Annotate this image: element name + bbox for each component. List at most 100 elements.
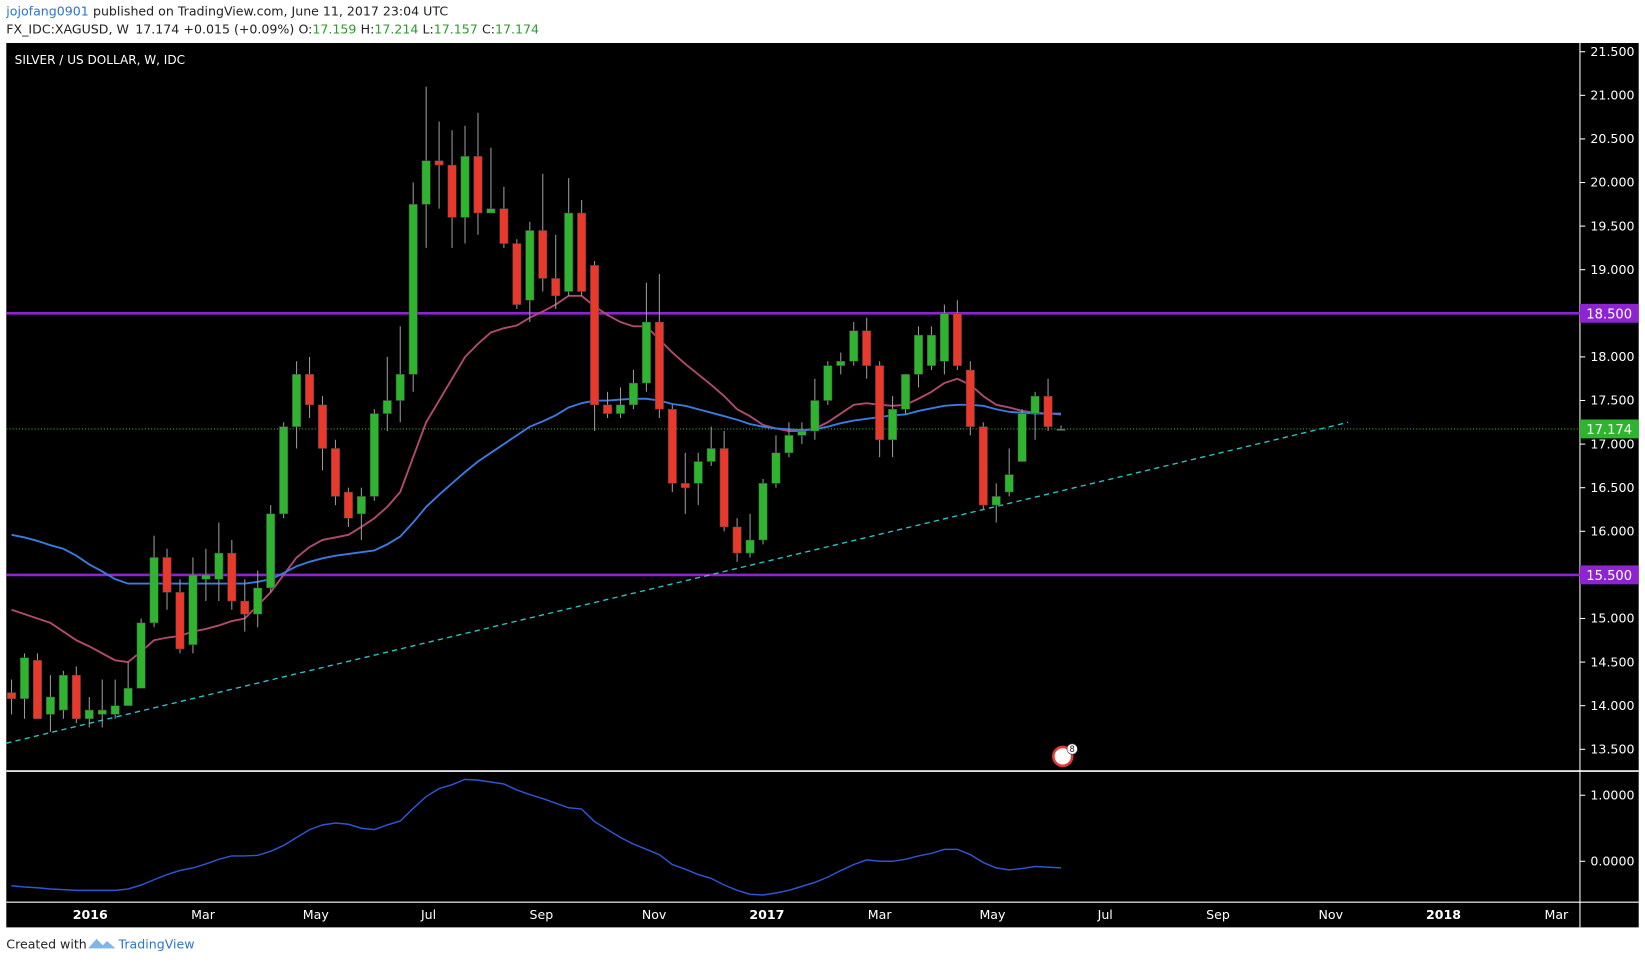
ohlc-value: 17.214 xyxy=(374,22,418,37)
x-tick-label: Nov xyxy=(1319,907,1344,922)
x-tick-label: Sep xyxy=(1206,907,1230,922)
candle-body xyxy=(97,709,107,715)
y-tick-label: 16.000 xyxy=(1590,523,1634,538)
candle-body xyxy=(7,692,16,699)
candle-body xyxy=(888,408,898,440)
candle-body xyxy=(292,374,302,427)
y-tick-label: 15.000 xyxy=(1590,611,1634,626)
candle-body xyxy=(965,369,975,427)
candle-body xyxy=(20,657,29,699)
event-badge-count-bg xyxy=(1066,743,1078,755)
candle-body xyxy=(732,526,742,554)
candle-body xyxy=(875,365,885,440)
candle-body xyxy=(952,313,962,366)
y-tick-label: 21.500 xyxy=(1590,44,1634,59)
candle-body xyxy=(914,334,923,375)
x-tick-label: Mar xyxy=(868,907,893,922)
chart-title: SILVER / US DOLLAR, W, IDC xyxy=(15,53,185,67)
x-tick-label: 2016 xyxy=(73,907,108,922)
candle-body xyxy=(305,374,314,406)
published: published on TradingView.com, June 11, 2… xyxy=(93,4,448,19)
ohlc-value: 17.159 xyxy=(312,22,356,37)
candle-body xyxy=(343,491,353,519)
candle-body xyxy=(110,705,120,715)
x-tick-label: 2018 xyxy=(1426,907,1461,922)
event-badge-count: 8 xyxy=(1070,744,1075,754)
footer-created: Created with xyxy=(6,936,86,951)
header-line-1: jojofang0901 published on TradingView.com… xyxy=(5,4,448,19)
y-tick-label: 17.000 xyxy=(1590,436,1634,451)
candle-body xyxy=(810,400,820,432)
candle-body xyxy=(939,313,949,362)
candle-body xyxy=(978,426,988,506)
candle-body xyxy=(525,230,535,301)
candle-body xyxy=(719,448,729,528)
candle-body xyxy=(745,539,755,554)
y-tick-label: 13.500 xyxy=(1590,741,1634,756)
candle-body xyxy=(408,204,418,375)
username[interactable]: jojofang0901 xyxy=(5,4,88,19)
candle-body xyxy=(1043,395,1053,427)
candle-body xyxy=(706,448,716,462)
candle-body xyxy=(538,230,548,279)
candle-body xyxy=(823,365,833,401)
candle-body xyxy=(369,413,379,497)
candle-body xyxy=(84,709,94,720)
level-label: 15.500 xyxy=(1586,569,1632,584)
x-tick-label: May xyxy=(303,907,330,922)
level-label: 18.500 xyxy=(1586,308,1632,323)
indicator-tick-label: 0.0000 xyxy=(1590,853,1634,868)
ohlc-value: 17.174 xyxy=(495,22,539,37)
candle-body xyxy=(1056,428,1066,431)
candle-body xyxy=(227,552,237,602)
y-tick-label: 21.000 xyxy=(1590,88,1634,103)
x-tick-label: Jul xyxy=(420,907,436,922)
candle-body xyxy=(641,321,651,384)
level-label-box xyxy=(1579,565,1639,585)
candle-body xyxy=(836,361,846,366)
trendline xyxy=(6,421,1349,744)
candle-body xyxy=(266,513,276,589)
candle-body xyxy=(849,330,859,362)
x-tick-label: Mar xyxy=(1544,907,1569,922)
y-tick-label: 17.500 xyxy=(1590,393,1634,408)
candle-body xyxy=(758,483,768,541)
ohlc-label: O: xyxy=(298,22,312,37)
candle-body xyxy=(123,687,133,706)
footer-brand[interactable]: TradingView xyxy=(118,936,195,951)
candle-body xyxy=(590,265,600,406)
candle-body xyxy=(279,426,289,515)
candle-body xyxy=(628,382,638,406)
symbol: FX_IDC:XAGUSD, W xyxy=(6,22,129,37)
x-tick-label: Sep xyxy=(529,907,553,922)
y-tick-label: 20.000 xyxy=(1590,175,1634,190)
y-tick-label: 14.500 xyxy=(1590,654,1634,669)
candle-body xyxy=(926,334,936,366)
ohlc-value: 17.157 xyxy=(434,22,478,37)
y-tick-label: 19.500 xyxy=(1590,218,1634,233)
candle-body xyxy=(32,660,42,720)
candle-body xyxy=(434,160,444,166)
candle-body xyxy=(473,156,483,214)
chart-area xyxy=(6,43,1639,928)
ohlc-label: L: xyxy=(423,22,434,37)
candle-body xyxy=(862,330,872,366)
level-label-box xyxy=(1579,303,1639,323)
header-line-2: FX_IDC:XAGUSD, W 17.174 +0.015 (+0.09%) O:1… xyxy=(6,22,539,37)
candle-body xyxy=(991,496,1001,506)
ohlc-label: C: xyxy=(482,22,495,37)
candle-body xyxy=(901,374,910,410)
candle-body xyxy=(693,461,703,484)
candle-body xyxy=(162,557,172,593)
candle-body xyxy=(71,674,81,720)
x-tick-label: May xyxy=(979,907,1006,922)
candle-body xyxy=(667,408,677,484)
candle-body xyxy=(680,483,690,488)
candle-body xyxy=(460,156,470,218)
candle-body xyxy=(447,164,457,218)
x-tick-label: Jul xyxy=(1097,907,1113,922)
candle-body xyxy=(1017,413,1027,462)
plot: 13.500 14.000 14.500 15.000 15.500 16.000 16.5… xyxy=(6,44,1639,922)
